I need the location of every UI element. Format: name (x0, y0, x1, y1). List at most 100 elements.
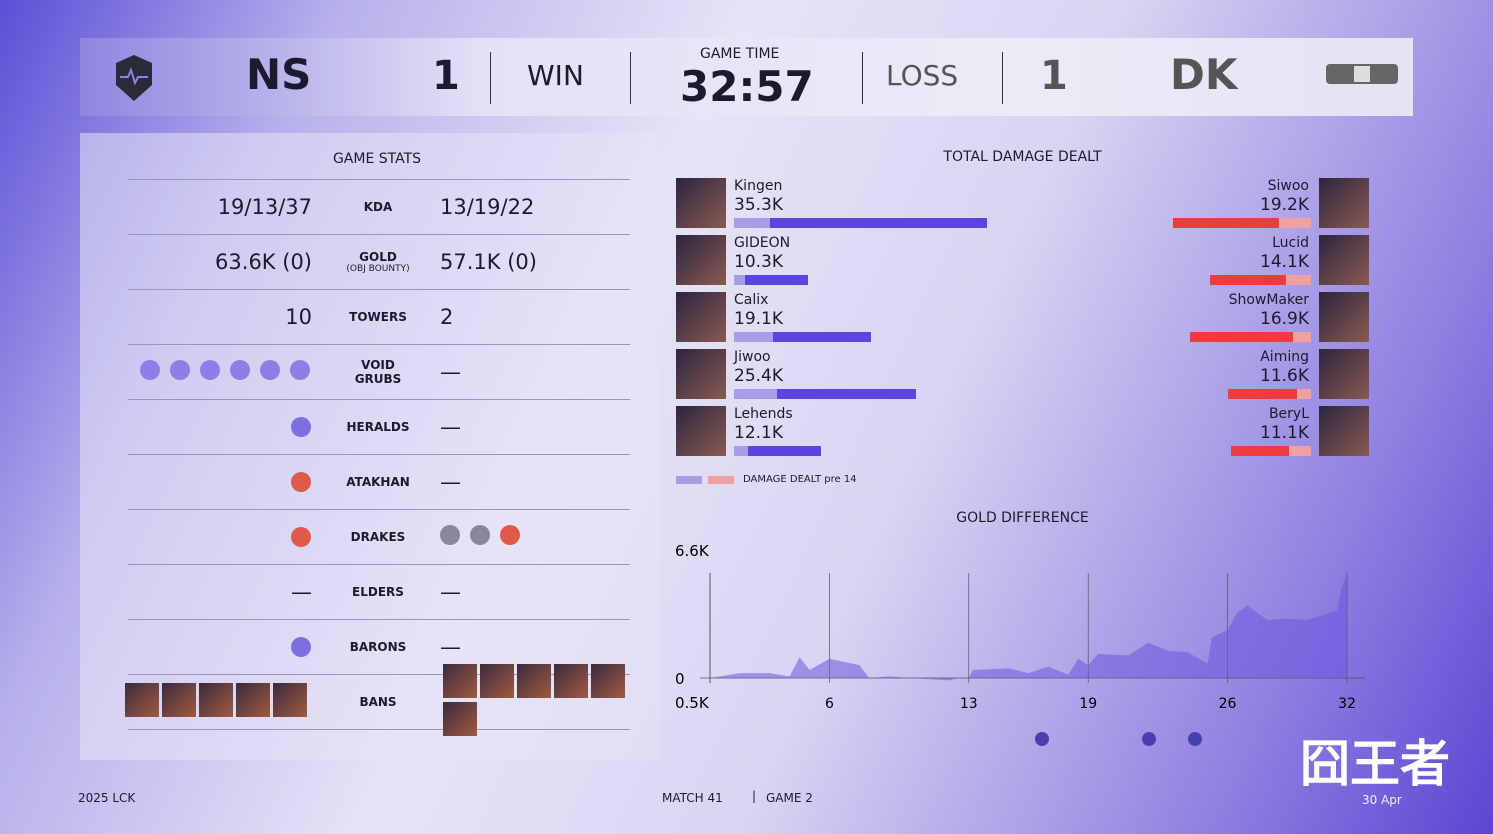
champion-portrait (1319, 406, 1369, 456)
player-damage: 25.4K (734, 366, 783, 386)
stat-label: HERALDS (346, 420, 410, 434)
player-name: Jiwoo (734, 349, 771, 365)
right-value: 57.1K (0) (440, 249, 537, 274)
ban-champion (273, 682, 307, 717)
baron-icon (1188, 732, 1202, 746)
stat-label: ATAKHAN (346, 475, 410, 489)
dk-sponsor-logo-icon (1326, 64, 1398, 84)
player-name: GIDEON (734, 235, 791, 251)
player-damage: 35.3K (734, 195, 783, 215)
ban-champion (443, 663, 477, 698)
left-team-name: NS (246, 50, 312, 99)
ban-champion (443, 702, 477, 736)
damage-bar (1231, 446, 1311, 456)
damage-pre14-bar (734, 332, 774, 342)
ban-champion (480, 663, 514, 698)
gold-chart-title: GOLD DIFFERENCE (956, 510, 1089, 526)
right-series-score: 1 (1040, 53, 1068, 99)
atakhan-icon (1142, 732, 1156, 746)
player-damage: 19.1K (734, 309, 783, 329)
damage-pre14-bar (734, 218, 770, 228)
damage-pre14-bar (1296, 389, 1311, 399)
ns-logo-icon (116, 55, 152, 101)
infernal-drake-icon (291, 527, 311, 547)
left-value: 63.6K (0) (215, 249, 312, 274)
damage-bar (734, 332, 871, 342)
herald-icon (291, 417, 311, 437)
player-damage: 10.3K (734, 252, 783, 272)
damage-pre14-bar (734, 389, 777, 399)
date-label: 30 Apr (1362, 793, 1402, 807)
stat-row: BANS (125, 663, 630, 736)
stat-row: KDA 19/13/37 13/19/22 (128, 180, 630, 235)
stat-row: GOLD (OBJ BOUNTY) 63.6K (0) 57.1K (0) (128, 235, 630, 290)
atakhan-icon (291, 472, 311, 492)
y-bottom-label: 0.5K (675, 694, 710, 712)
right-team-name: DK (1170, 50, 1238, 99)
left-value: 19/13/37 (217, 194, 312, 219)
ban-champion (517, 663, 551, 698)
void-grub-icon (200, 359, 220, 380)
damage-bar (734, 389, 917, 399)
player-name: Lucid (1272, 235, 1309, 251)
damage-pre14-bar (1289, 446, 1311, 456)
baron-icon (291, 637, 311, 657)
player-name: BeryL (1268, 406, 1309, 422)
gold-area (710, 572, 1347, 681)
right-value: — (440, 469, 461, 494)
game-time-label: GAME TIME (700, 46, 780, 62)
stat-row: HERALDS — (128, 400, 630, 455)
champion-portrait (1319, 178, 1369, 228)
game-stats-panel: GAME STATS KDA 19/13/37 13/19/22 GOLD (OBJ B… (80, 133, 660, 760)
damage-pre14-bar (1285, 275, 1311, 285)
x-tick-label: 13 (960, 696, 978, 712)
right-value: 2 (440, 304, 454, 329)
champion-portrait (1319, 235, 1369, 285)
void-grub-icon (230, 359, 250, 380)
x-tick-label: 19 (1079, 696, 1097, 712)
ban-champion (199, 682, 233, 717)
chemtech-drake-icon (470, 524, 490, 545)
watermark: 囧王者 (1300, 735, 1450, 793)
stat-row: ELDERS — — (128, 565, 630, 620)
damage-pre14-bar (734, 446, 749, 456)
player-name: Siwoo (1267, 178, 1309, 194)
stat-label: BANS (359, 695, 397, 709)
left-result: WIN (527, 59, 584, 92)
right-value: — (440, 414, 461, 439)
damage-pre14-bar (1293, 332, 1311, 342)
damage-bar (734, 218, 987, 228)
ban-champion (236, 682, 270, 717)
void-grub-icon (140, 359, 160, 380)
stat-row: ATAKHAN — (128, 455, 630, 510)
footer-separator: | (752, 789, 757, 803)
infernal-drake-icon (500, 524, 520, 545)
cloud-drake-icon (440, 524, 460, 545)
player-damage: 16.9K (1260, 309, 1309, 329)
game-stats-title: GAME STATS (332, 151, 422, 167)
damage-bar (1227, 389, 1311, 399)
stat-label: TOWERS (349, 310, 407, 324)
player-name: Lehends (734, 406, 793, 422)
damage-bar (734, 275, 808, 285)
right-value: — (440, 579, 461, 604)
champion-portrait (676, 292, 726, 342)
damage-bar (1173, 218, 1311, 228)
left-series-score: 1 (432, 53, 460, 99)
league-label: 2025 LCK (78, 791, 136, 805)
ban-champion (591, 663, 625, 698)
stat-label: KDA (363, 200, 393, 214)
void-grub-icon (290, 359, 310, 380)
champion-portrait (676, 349, 726, 399)
ban-champion (162, 682, 196, 717)
stat-row: VOID GRUBS — (128, 345, 630, 400)
match-label: MATCH 41 (662, 791, 723, 805)
player-name: ShowMaker (1228, 292, 1309, 308)
gold-difference-chart: 6 13 19 26 32 6.6K 0 0.5K (675, 542, 1365, 746)
champion-portrait (676, 235, 726, 285)
damage-pre14-bar (734, 275, 745, 285)
stat-row: BARONS — (128, 620, 630, 675)
stat-label: VOID GRUBS (354, 358, 402, 386)
right-result: LOSS (886, 59, 959, 92)
ban-champion (554, 663, 588, 698)
